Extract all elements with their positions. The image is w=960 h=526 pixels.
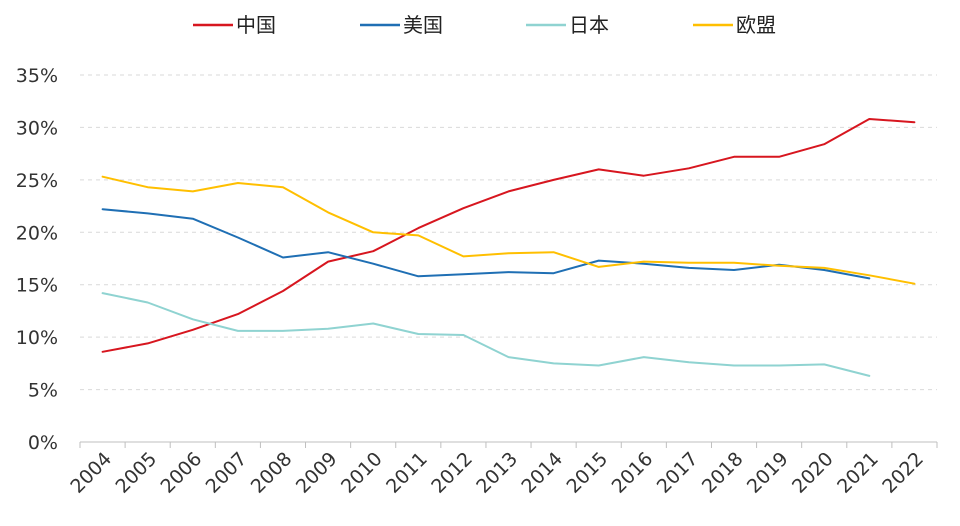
x-tick-label: 2022 [878, 448, 928, 498]
y-tick-label: 25% [16, 170, 58, 192]
y-tick-label: 30% [16, 117, 58, 139]
y-tick-label: 20% [16, 222, 58, 244]
x-tick-label: 2019 [743, 448, 793, 498]
legend-label: 美国 [403, 13, 443, 37]
x-tick-label: 2021 [833, 448, 883, 498]
x-tick-label: 2017 [653, 448, 703, 498]
x-tick-label: 2016 [608, 448, 658, 498]
legend-label: 日本 [569, 13, 609, 37]
series-line-日本 [101, 292, 871, 377]
x-tick-label: 2015 [562, 448, 612, 498]
legend-label: 中国 [236, 13, 276, 37]
x-tick-label: 2010 [337, 448, 387, 498]
series-line-欧盟 [101, 175, 916, 285]
y-tick-label: 0% [28, 432, 58, 454]
x-tick-label: 2018 [698, 448, 748, 498]
series-line-美国 [101, 208, 871, 280]
legend: 中国 美国 日本 欧盟 [193, 13, 776, 37]
y-axis-ticks: 0% 5% 10% 15% 20% 25% 30% 35% [16, 65, 58, 454]
x-tick-label: 2014 [517, 448, 567, 498]
x-tick-label: 2020 [788, 448, 838, 498]
series-line-中国 [101, 118, 916, 353]
y-tick-label: 5% [28, 380, 58, 402]
x-tick-label: 2005 [111, 448, 161, 498]
x-tick-label: 2006 [157, 448, 207, 498]
gridlines [80, 74, 937, 391]
x-tick-label: 2007 [202, 448, 252, 498]
series-lines [101, 118, 916, 377]
x-axis-ticks: 2004200520062007200820092010201120122013… [66, 442, 938, 498]
y-tick-label: 15% [16, 275, 58, 297]
y-tick-label: 10% [16, 327, 58, 349]
x-tick-label: 2013 [472, 448, 522, 498]
x-tick-label: 2011 [382, 448, 432, 498]
x-tick-label: 2009 [292, 448, 342, 498]
x-tick-label: 2008 [247, 448, 297, 498]
x-tick-label: 2012 [427, 448, 477, 498]
legend-label: 欧盟 [736, 13, 776, 37]
x-tick-label: 2004 [66, 448, 116, 498]
y-tick-label: 35% [16, 65, 58, 87]
